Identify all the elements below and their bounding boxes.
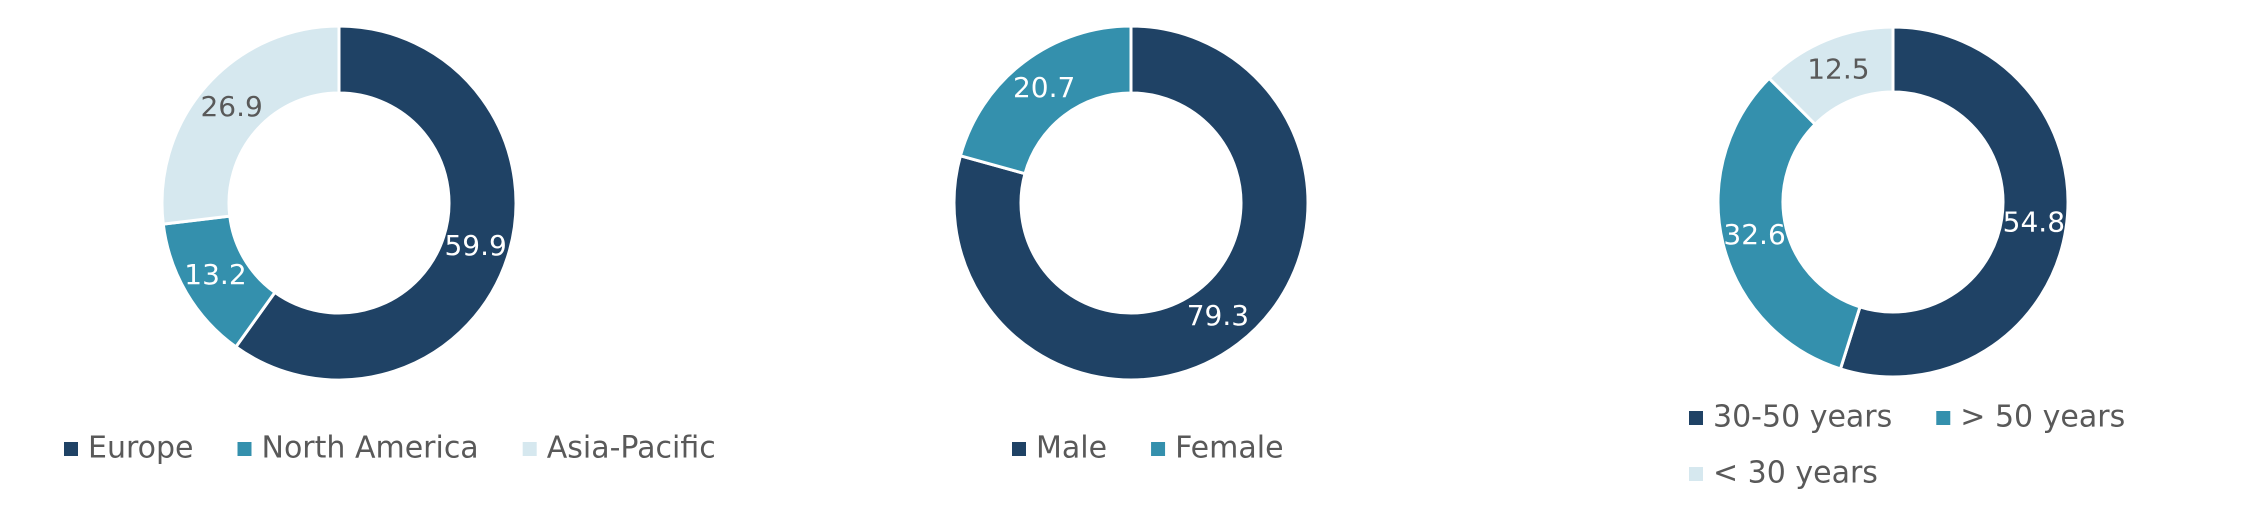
donut-segment bbox=[958, 24, 1133, 176]
donut-segment bbox=[233, 24, 518, 382]
legend-swatch bbox=[237, 442, 252, 456]
legend-swatch bbox=[522, 442, 537, 456]
donut-segment bbox=[1716, 76, 1862, 371]
data-label: 79.3 bbox=[1187, 299, 1249, 332]
donut-segment bbox=[952, 24, 1310, 382]
data-label: 59.9 bbox=[444, 229, 506, 262]
data-label: 20.7 bbox=[1013, 71, 1075, 104]
data-label: 54.8 bbox=[2003, 206, 2065, 239]
legend-swatch bbox=[1151, 442, 1166, 456]
data-label: 26.9 bbox=[200, 90, 262, 123]
legend-label: > 50 years bbox=[1960, 400, 2125, 435]
legend-label: North America bbox=[262, 431, 479, 466]
data-label: 12.5 bbox=[1807, 52, 1869, 85]
legend-swatch bbox=[1689, 467, 1703, 481]
legend-label: Female bbox=[1175, 431, 1283, 466]
data-label: 13.2 bbox=[184, 258, 246, 291]
donut-segment bbox=[1767, 25, 1895, 127]
legend-label: < 30 years bbox=[1713, 456, 1878, 491]
legend-swatch bbox=[1012, 442, 1026, 456]
legend-label: 30-50 years bbox=[1713, 400, 1892, 435]
legend-swatch bbox=[1936, 411, 1951, 425]
legend-label: Male bbox=[1036, 431, 1107, 466]
donut-segment bbox=[1838, 25, 2070, 379]
data-label: 32.6 bbox=[1723, 218, 1785, 251]
donut-segment bbox=[160, 24, 341, 226]
legend-swatch bbox=[64, 442, 78, 456]
legend-label: Europe bbox=[88, 431, 194, 466]
legend-swatch bbox=[1689, 411, 1703, 425]
legend-label: Asia-Pacific bbox=[547, 431, 716, 466]
